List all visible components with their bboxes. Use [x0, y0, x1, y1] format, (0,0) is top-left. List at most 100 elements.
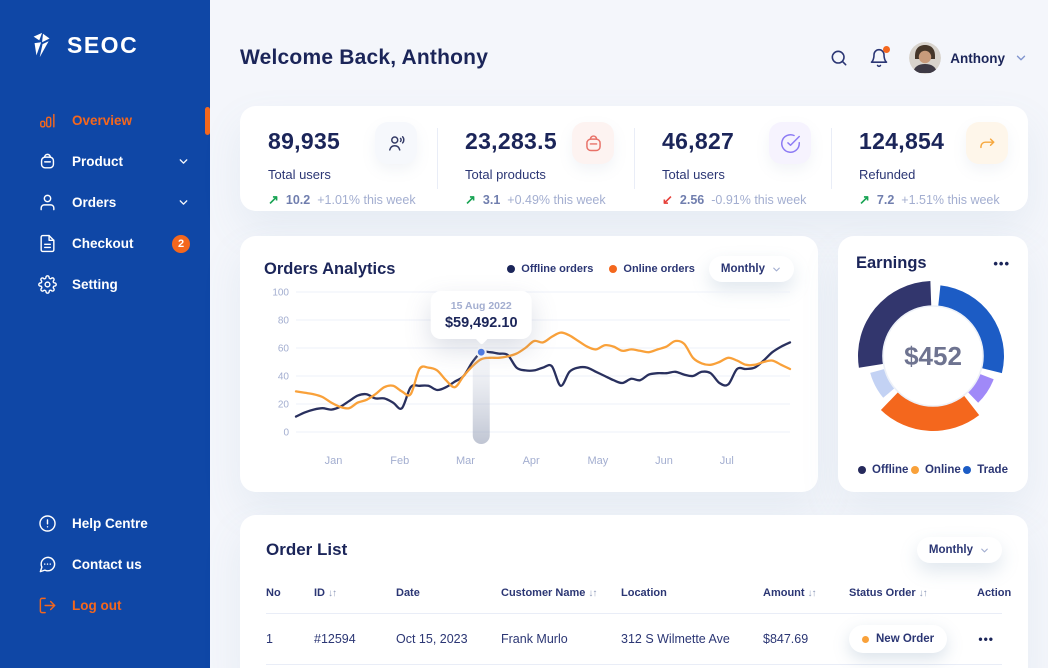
period-select[interactable]: Monthly: [708, 256, 794, 282]
header-actions: Anthony: [829, 42, 1028, 74]
user-menu[interactable]: Anthony: [909, 42, 1028, 74]
user-name: Anthony: [950, 50, 1005, 66]
legend-dot: [963, 466, 972, 474]
column-amount[interactable]: Amount ↓↑: [763, 587, 817, 599]
stat-trend: ↗ 3.1 +0.49% this week: [465, 192, 614, 208]
stat-value: 124,854: [859, 128, 945, 154]
card-title: Earnings: [856, 254, 927, 272]
alert-circle-icon: [38, 514, 57, 533]
sidebar-item-help-centre[interactable]: Help Centre: [0, 503, 210, 544]
svg-text:20: 20: [278, 400, 290, 411]
stat-trend: ↙ 2.56 -0.91% this week: [662, 192, 811, 208]
search-icon: [829, 48, 849, 68]
column-id[interactable]: ID ↓↑: [314, 587, 337, 599]
sidebar-item-label: Help Centre: [72, 516, 148, 531]
column-status-order[interactable]: Status Order ↓↑: [849, 587, 928, 599]
column-customer-name[interactable]: Customer Name ↓↑: [501, 587, 597, 599]
brand-icon: [28, 30, 58, 60]
svg-text:60: 60: [278, 344, 290, 355]
sidebar-item-setting[interactable]: Setting: [0, 264, 210, 305]
backpack-icon: [38, 152, 57, 171]
stat-total-products: 23,283.5 Total products ↗ 3.1 +0.49% thi…: [437, 122, 634, 207]
chevron-down-icon: [1014, 51, 1028, 65]
notifications-button[interactable]: [869, 46, 891, 68]
search-button[interactable]: [829, 48, 849, 68]
sort-icon: ↓↑: [588, 588, 597, 599]
order-date: Oct 15, 2023: [396, 632, 468, 646]
stat-trend: ↗ 7.2 +1.51% this week: [859, 192, 1008, 208]
sidebar-item-log-out[interactable]: Log out: [0, 585, 210, 626]
sidebar-item-product[interactable]: Product: [0, 141, 210, 182]
sidebar-item-label: Product: [72, 154, 124, 169]
donut-chart-area: $452: [856, 279, 1010, 433]
logout-icon: [38, 596, 57, 615]
sidebar-item-contact-us[interactable]: Contact us: [0, 544, 210, 585]
sidebar-footer: Help Centre Contact us Log out: [0, 503, 210, 668]
sidebar-item-label: Checkout: [72, 236, 134, 251]
sort-icon: ↓↑: [918, 588, 928, 599]
table-row: 1 #12594 Oct 15, 2023 Frank Murlo 312 S …: [266, 613, 1002, 665]
sidebar-item-label: Log out: [72, 598, 122, 613]
notification-dot: [883, 46, 891, 53]
stat-value: 46,827: [662, 128, 735, 154]
period-select[interactable]: Monthly: [916, 537, 1002, 563]
legend-item-offline-orders: Offline orders: [507, 263, 593, 275]
line-chart-area: 0 20 40 60 80 100 Jan Feb Mar Apr May Jun Jul 15 Aug…: [264, 284, 794, 472]
avatar: [909, 42, 942, 74]
check-circle-icon: [769, 122, 811, 164]
customer-name: Frank Murlo: [501, 632, 568, 646]
legend-dot: [858, 466, 866, 474]
trend-note: +1.01% this week: [317, 193, 416, 207]
order-location: 312 S Wilmette Ave: [621, 632, 730, 646]
sidebar-item-label: Orders: [72, 195, 117, 210]
svg-text:0: 0: [283, 428, 289, 439]
trend-down-icon: ↙: [662, 192, 673, 207]
trend-note: +1.51% this week: [901, 193, 1000, 207]
svg-text:May: May: [587, 455, 608, 467]
trend-note: -0.91% this week: [711, 193, 807, 207]
chevron-down-icon: [177, 196, 190, 209]
legend-item-online-orders: Online orders: [609, 263, 695, 275]
brand-logo: SEOC: [0, 0, 210, 60]
svg-text:80: 80: [278, 316, 290, 327]
sort-icon: ↓↑: [807, 588, 817, 599]
svg-text:Feb: Feb: [390, 455, 409, 467]
row-actions: •••: [977, 632, 1002, 646]
legend-dot: [910, 466, 919, 474]
svg-text:Jul: Jul: [720, 455, 734, 467]
column-no: No: [266, 587, 281, 599]
status-badge: New Order: [849, 625, 948, 653]
sidebar-item-overview[interactable]: Overview: [0, 100, 210, 141]
svg-text:Jan: Jan: [325, 455, 343, 467]
page-title: Welcome Back, Anthony: [240, 46, 489, 69]
stat-label: Total products: [465, 167, 546, 182]
sidebar-item-checkout[interactable]: Checkout 2: [0, 223, 210, 264]
trend-up-icon: ↗: [268, 192, 279, 207]
order-list-card: Order List Monthly No ID ↓↑ Date Customer…: [240, 515, 1028, 668]
stat-refunded: 124,854 Refunded ↗ 7.2 +1.51% this week: [831, 122, 1028, 207]
legend-item-online: Online: [910, 464, 961, 476]
more-menu-icon[interactable]: •••: [993, 256, 1010, 271]
legend-dot: [609, 265, 618, 273]
chat-icon: [38, 555, 57, 574]
tooltip-value: $59,492.10: [444, 315, 518, 332]
sidebar-nav: Overview Product Orders: [0, 100, 210, 305]
status-label: New Order: [876, 633, 935, 645]
card-title: Order List: [266, 540, 348, 559]
trend-value: 7.2: [876, 193, 895, 207]
users-icon: [375, 122, 417, 164]
stat-total-users-2: 46,827 Total users ↙ 2.56 -0.91% this we…: [634, 122, 831, 207]
sidebar-item-label: Setting: [72, 277, 118, 292]
order-id: #12594: [314, 632, 356, 646]
sidebar-item-orders[interactable]: Orders: [0, 182, 210, 223]
table-header: No ID ↓↑ Date Customer Name ↓↑ Location Am…: [266, 583, 1011, 613]
more-actions-icon[interactable]: •••: [978, 632, 994, 646]
sidebar-item-label: Contact us: [72, 557, 142, 572]
sidebar-item-label: Overview: [72, 113, 133, 128]
stats-card: 89,935 Total users ↗ 10.2 +1.01% this we…: [240, 106, 1028, 211]
sort-icon: ↓↑: [328, 588, 337, 599]
stat-label: Refunded: [859, 167, 916, 182]
refund-icon: [966, 122, 1008, 164]
chevron-down-icon: [979, 545, 990, 556]
donut-chart: $452: [858, 281, 1004, 431]
